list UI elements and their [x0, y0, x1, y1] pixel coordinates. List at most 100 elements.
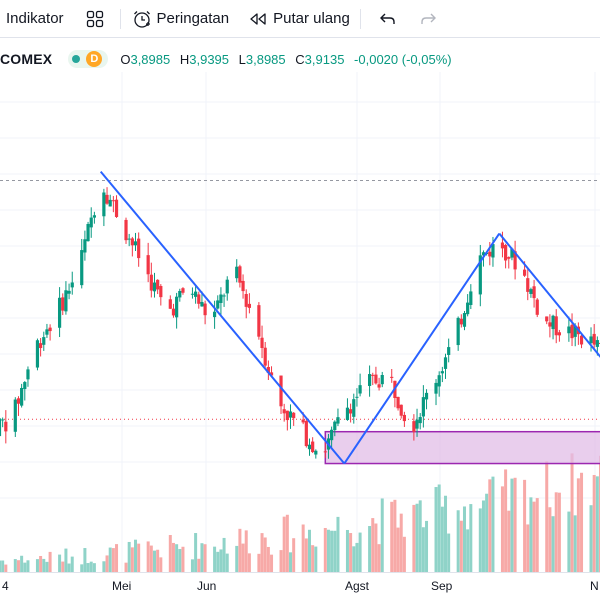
candle-body — [45, 329, 49, 335]
volume-bar — [216, 551, 220, 572]
candle-body — [64, 290, 68, 312]
candle-body — [579, 335, 584, 345]
volume-bar — [83, 548, 87, 572]
volume-bar — [86, 563, 90, 572]
candle-body — [266, 366, 270, 373]
chart-grid — [0, 72, 600, 572]
volume-bar — [545, 461, 549, 572]
volume-bar — [513, 477, 517, 572]
candle-body — [526, 278, 530, 292]
pattern-trend-line[interactable] — [99, 170, 346, 465]
indicator-label: Indikator — [6, 10, 64, 27]
support-zone-rectangle[interactable] — [324, 430, 600, 465]
candle-body — [292, 412, 296, 419]
alert-button[interactable]: Peringatan — [125, 0, 236, 38]
candle-body — [89, 217, 93, 228]
time-axis[interactable]: 4 Mei Jun Agst Sep N — [0, 572, 600, 600]
candle-body — [456, 317, 460, 346]
candle-body — [396, 396, 400, 409]
candle-body — [149, 274, 153, 291]
candle-body — [421, 397, 425, 417]
templates-button[interactable] — [78, 0, 116, 38]
volume-bar — [554, 492, 558, 572]
symbol-legend: COMEX D O3,8985 H3,9395 L3,8985 C3,9135 … — [0, 48, 458, 70]
volume-bar — [573, 515, 577, 572]
volume-bar — [425, 520, 429, 572]
candle-body — [0, 418, 2, 437]
volume-bar — [510, 478, 514, 572]
volume-bar — [4, 564, 8, 572]
candle-body — [222, 295, 226, 297]
volume-bar — [447, 533, 451, 572]
candle-body — [146, 255, 150, 275]
close-value: 3,9135 — [304, 51, 345, 67]
volume-bar — [421, 527, 425, 572]
redo-button[interactable] — [411, 0, 449, 38]
price-chart[interactable] — [0, 72, 600, 572]
volume-bar — [124, 562, 128, 572]
candle-body — [377, 384, 381, 388]
volume-bar — [89, 561, 93, 572]
symbol-name[interactable]: COMEX — [0, 51, 53, 67]
volume-bar — [213, 546, 217, 572]
candle-body — [285, 410, 289, 421]
volume-bar — [80, 564, 84, 572]
candle-body — [212, 311, 217, 318]
pattern-trend-line[interactable] — [343, 232, 501, 465]
candle-body — [358, 385, 362, 394]
volume-bar — [181, 546, 185, 572]
candle-body — [219, 294, 223, 304]
time-axis-left-label: 4 — [2, 579, 9, 593]
candle-body — [434, 382, 438, 394]
volume-bar — [260, 533, 264, 572]
candle-body — [168, 299, 172, 309]
volume-bar — [507, 510, 511, 572]
volume-bar — [434, 487, 438, 572]
volume-bar — [134, 539, 138, 572]
candle-body — [282, 409, 286, 414]
volume-bar — [1, 560, 5, 572]
double-top-pattern-lines[interactable] — [99, 170, 600, 465]
candle-body — [459, 318, 463, 325]
change-value: -0,0020 (-0,05%) — [354, 51, 452, 67]
market-status-badge[interactable]: D — [68, 50, 109, 68]
volume-bar — [149, 545, 153, 572]
volume-bar — [241, 543, 245, 572]
candle-body — [557, 332, 561, 336]
candle-body — [200, 301, 204, 307]
high-value: 3,9395 — [189, 51, 230, 67]
alert-label: Peringatan — [156, 10, 230, 27]
volume-bar — [13, 559, 17, 572]
volume-bar — [194, 533, 198, 572]
candle-body — [137, 238, 141, 259]
volume-bar — [349, 533, 353, 572]
volume-bar — [333, 530, 337, 572]
volume-bar — [592, 474, 596, 572]
replay-button[interactable]: Putar ulang — [241, 0, 356, 38]
volume-bar — [576, 478, 580, 572]
candle-body — [500, 242, 505, 249]
volume-bar — [500, 486, 504, 572]
candle-body — [190, 293, 195, 295]
volume-bar — [551, 516, 555, 572]
candle-body — [124, 219, 128, 241]
candle-body — [130, 238, 134, 246]
candle-body — [20, 387, 24, 406]
candle-body — [554, 316, 558, 336]
candle-body — [244, 294, 248, 307]
candle-body — [80, 250, 84, 286]
replay-label: Putar ulang — [273, 10, 350, 27]
volume-bar — [219, 549, 223, 572]
volume-bar — [437, 484, 441, 572]
volume-bar — [358, 532, 362, 572]
candle-body — [114, 199, 119, 217]
time-axis-label: Sep — [431, 579, 453, 593]
candle-body — [247, 303, 251, 308]
volume-bar — [105, 555, 109, 572]
session-badge: D — [86, 51, 103, 67]
undo-button[interactable] — [371, 0, 409, 38]
indicator-button[interactable]: Indikator — [0, 0, 70, 38]
pattern-trend-line[interactable] — [498, 232, 600, 384]
volume-bar — [282, 516, 286, 572]
volume-bar — [402, 536, 406, 572]
